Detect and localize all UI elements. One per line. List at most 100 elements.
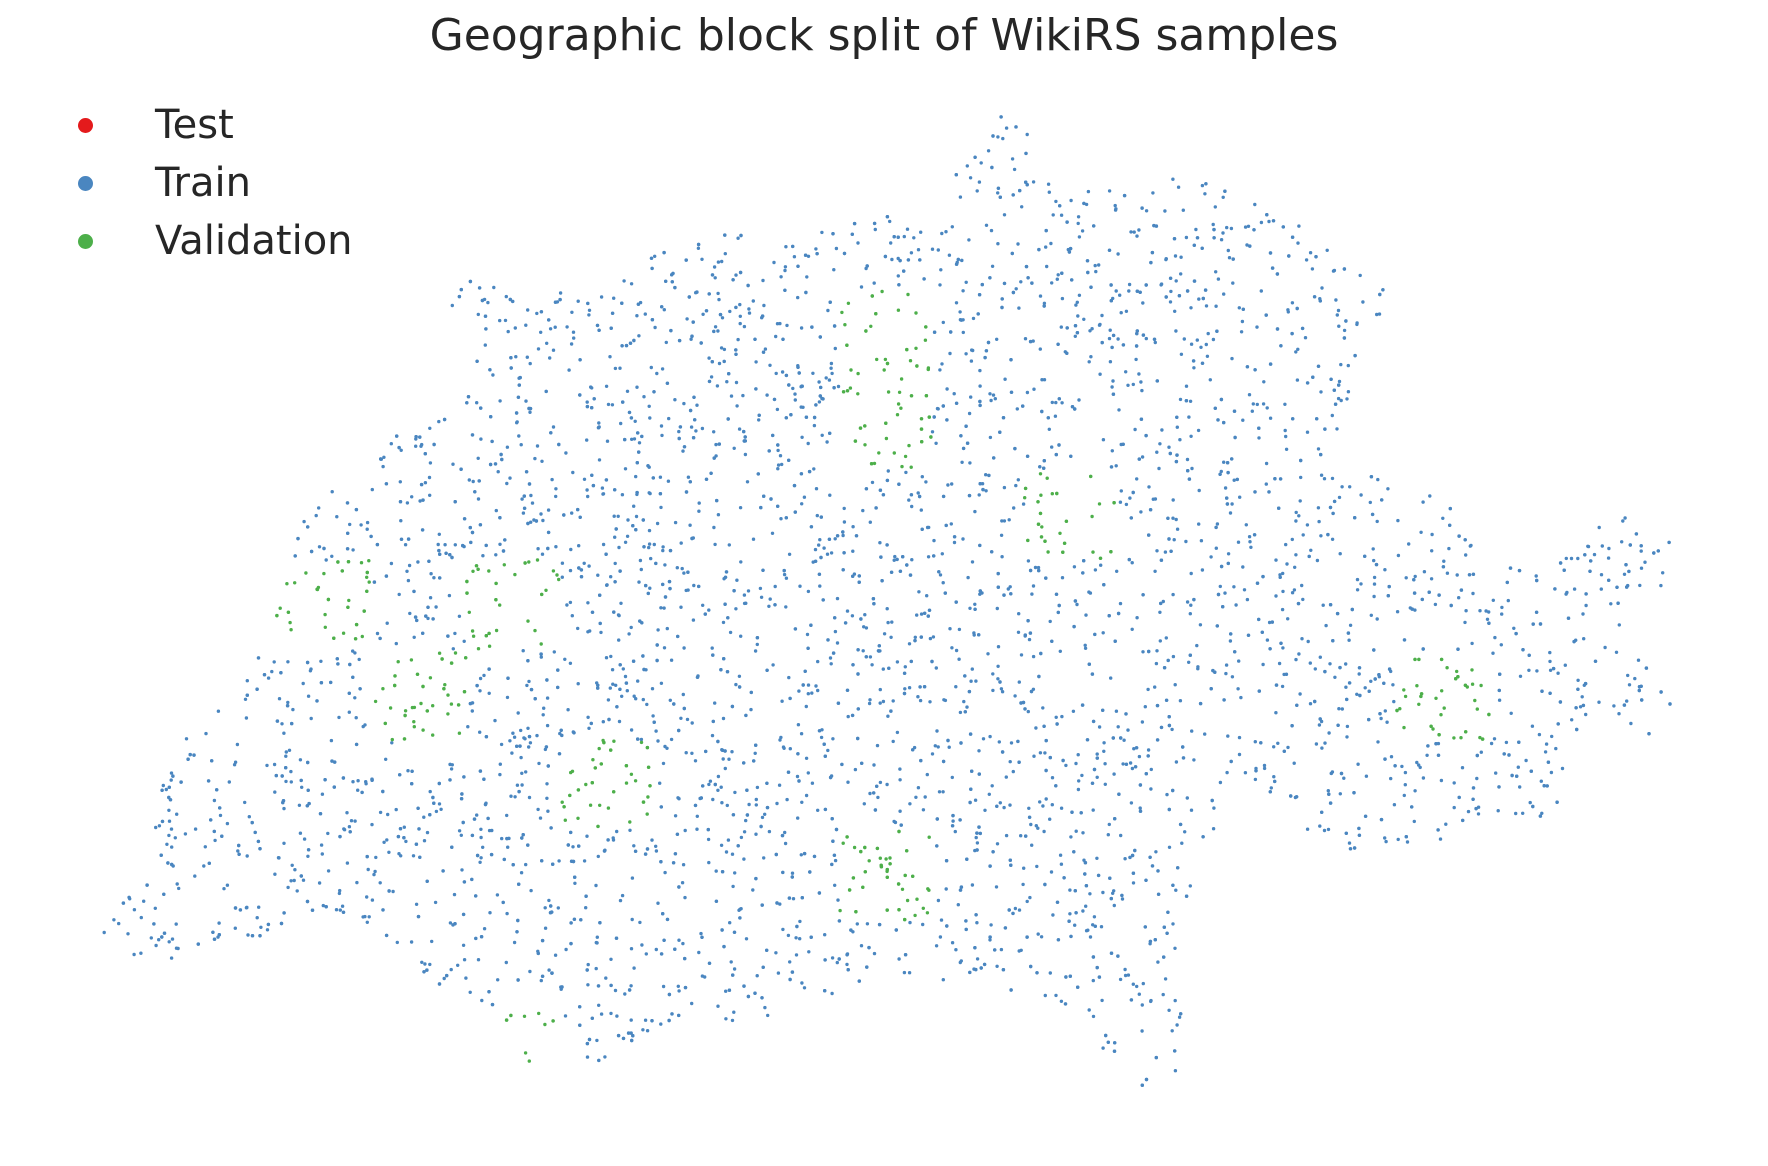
sample-point	[247, 815, 251, 819]
sample-point	[579, 575, 584, 579]
sample-point	[659, 424, 664, 428]
sample-point	[1048, 755, 1053, 760]
sample-point	[737, 685, 742, 689]
sample-point	[1292, 761, 1296, 765]
sample-point	[1094, 269, 1098, 274]
sample-point	[487, 569, 491, 573]
sample-point	[771, 433, 775, 438]
sample-point	[546, 530, 551, 535]
sample-point	[1575, 727, 1579, 732]
sample-point	[545, 723, 550, 728]
sample-point	[794, 936, 798, 940]
sample-point	[218, 806, 222, 810]
sample-point	[975, 957, 980, 961]
sample-point	[1314, 255, 1318, 259]
sample-point	[618, 898, 623, 903]
sample-point	[413, 615, 418, 619]
sample-point	[662, 646, 667, 650]
sample-point	[762, 303, 766, 308]
sample-point	[709, 471, 713, 475]
sample-point	[821, 598, 825, 602]
sample-point	[663, 744, 667, 749]
sample-point	[983, 808, 987, 812]
sample-point	[712, 430, 716, 434]
sample-point	[1452, 805, 1456, 810]
sample-point	[1625, 585, 1629, 589]
sample-point	[813, 559, 818, 563]
sample-point	[1129, 998, 1134, 1002]
sample-point	[1320, 810, 1324, 814]
sample-point	[997, 740, 1001, 744]
sample-point	[812, 423, 817, 428]
sample-point	[902, 269, 906, 273]
sample-point	[1059, 999, 1064, 1003]
sample-point	[1113, 817, 1117, 821]
sample-point	[1017, 949, 1021, 953]
sample-point	[911, 874, 915, 878]
sample-point	[977, 293, 982, 297]
sample-point	[897, 482, 901, 486]
sample-point	[948, 627, 952, 631]
sample-point	[183, 832, 188, 836]
sample-point	[1011, 290, 1016, 295]
sample-point	[1200, 246, 1204, 250]
sample-point	[1190, 466, 1194, 471]
sample-point	[1054, 592, 1059, 596]
sample-point	[742, 761, 746, 765]
sample-point	[406, 578, 411, 583]
sample-point	[754, 832, 758, 836]
sample-point	[1336, 723, 1340, 727]
sample-point	[697, 501, 701, 505]
sample-point	[1383, 568, 1387, 572]
sample-point	[1205, 354, 1210, 358]
sample-point	[964, 919, 968, 923]
sample-point	[1384, 839, 1388, 844]
sample-point	[986, 340, 991, 345]
sample-point	[475, 359, 479, 363]
sample-point	[307, 801, 311, 806]
sample-point	[1074, 303, 1078, 307]
sample-point	[787, 383, 791, 387]
sample-point	[1508, 566, 1513, 570]
sample-point	[1284, 434, 1288, 439]
sample-point	[1158, 639, 1163, 643]
sample-point	[841, 530, 845, 534]
sample-point	[902, 970, 907, 975]
sample-point	[483, 343, 487, 347]
sample-point	[1412, 578, 1416, 582]
sample-point	[887, 666, 891, 670]
sample-point	[487, 990, 491, 994]
sample-point	[775, 407, 780, 412]
sample-point	[1189, 603, 1193, 607]
sample-point	[149, 936, 153, 940]
sample-point	[999, 115, 1003, 119]
sample-point	[660, 305, 664, 309]
sample-point	[1154, 1055, 1159, 1060]
sample-point	[1334, 298, 1338, 302]
sample-point	[551, 569, 556, 573]
sample-point	[814, 403, 818, 407]
sample-point	[1329, 771, 1334, 776]
sample-point	[515, 744, 519, 748]
sample-point	[793, 398, 797, 402]
sample-point	[432, 801, 436, 805]
sample-point	[1318, 717, 1322, 721]
sample-point	[557, 752, 562, 756]
sample-point	[1042, 304, 1046, 308]
sample-point	[1073, 889, 1078, 893]
sample-point	[896, 402, 901, 406]
sample-point	[769, 497, 773, 501]
sample-point	[437, 802, 442, 806]
sample-point	[290, 721, 294, 726]
sample-point	[833, 346, 837, 351]
sample-point	[1290, 301, 1295, 305]
sample-point	[781, 745, 786, 749]
sample-point	[697, 950, 701, 955]
sample-point	[1278, 573, 1282, 577]
sample-point	[318, 812, 323, 816]
sample-point	[1097, 725, 1102, 729]
sample-point	[348, 662, 352, 667]
sample-point	[1231, 257, 1235, 261]
sample-point	[701, 784, 705, 788]
sample-point	[1014, 483, 1018, 488]
